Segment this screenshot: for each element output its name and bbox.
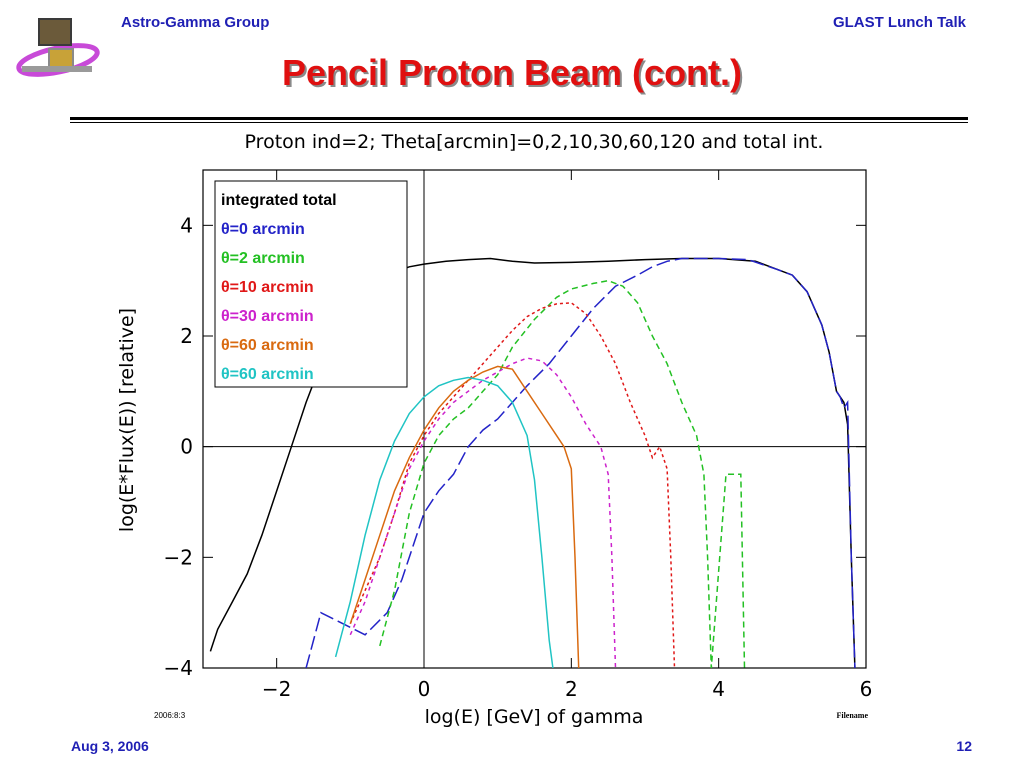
series-line-4 <box>349 357 617 668</box>
y-tick-label: −4 <box>164 656 193 680</box>
y-tick-label: 4 <box>180 213 193 237</box>
y-tick-label: 2 <box>180 324 193 348</box>
chart-title: Proton ind=2; Theta[arcmin]=0,2,10,30,60… <box>245 131 824 153</box>
legend-box <box>214 180 408 388</box>
title-rule <box>70 117 968 120</box>
title-rule-thin <box>70 122 968 123</box>
date-stamp: 2006:8:3 <box>154 711 186 720</box>
footer-date: Aug 3, 2006 <box>71 738 149 754</box>
series-line-2 <box>379 279 746 668</box>
plot-area: −2 0 2 4 6 −4 −2 0 2 4 integrated total θ=0 arcmin θ… <box>164 169 873 701</box>
talk-name: GLAST Lunch Talk <box>832 14 966 31</box>
plot-frame <box>202 169 867 669</box>
glast-logo <box>12 14 104 84</box>
series-line-6 <box>334 376 554 668</box>
y-tick-label: 0 <box>180 435 193 459</box>
series-line-5 <box>349 365 580 668</box>
y-tick-label: −2 <box>164 545 193 569</box>
x-tick-label: 2 <box>565 677 578 701</box>
y-axis-label: log(E*Flux(E)) [relative] <box>116 308 138 532</box>
legend-entry: θ=30 arcmin <box>221 308 314 325</box>
group-name: Astro-Gamma Group <box>121 14 270 31</box>
series-line-3 <box>349 302 676 668</box>
x-tick-label: 0 <box>418 677 431 701</box>
legend-entry: θ=60 arcmin <box>221 337 314 354</box>
x-tick-label: 4 <box>712 677 725 701</box>
legend-entry: θ=10 arcmin <box>221 279 314 296</box>
x-tick-label: −2 <box>262 677 291 701</box>
legend-entry: θ=2 arcmin <box>221 250 305 267</box>
page-number: 12 <box>956 738 972 754</box>
slide-title: Pencil Proton Beam (cont.) <box>281 52 743 93</box>
legend-entry: θ=0 arcmin <box>221 221 305 238</box>
x-tick-label: 6 <box>860 677 873 701</box>
legend-entry: θ=60 arcmin <box>221 366 314 383</box>
x-axis-label: log(E) [GeV] of gamma <box>425 706 644 728</box>
legend-entry: integrated total <box>221 192 337 209</box>
filename-stamp: Filename <box>836 711 868 720</box>
series-line-1 <box>305 257 856 668</box>
